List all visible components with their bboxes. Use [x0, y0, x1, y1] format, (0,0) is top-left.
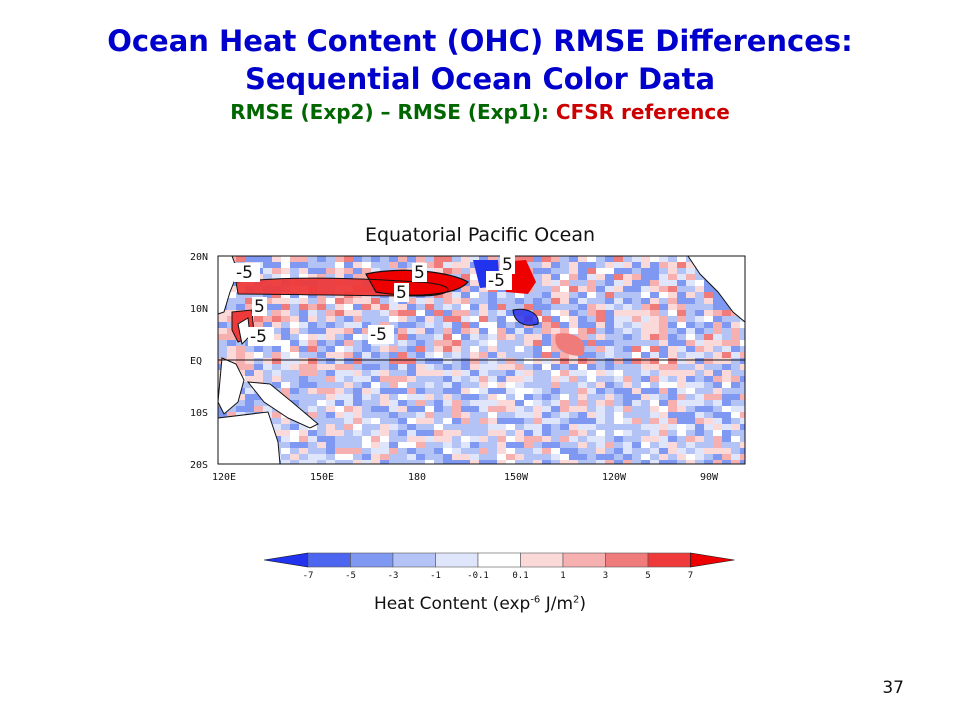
lat-label: 10S: [190, 408, 208, 419]
colorbar-label-suffix: ): [579, 594, 587, 614]
map-field: [218, 256, 745, 464]
colorbar-swatch: [647, 552, 691, 568]
contour-label: 5: [502, 255, 513, 275]
slide-subtitle: RMSE (Exp2) – RMSE (Exp1): CFSR referenc…: [0, 100, 960, 124]
lat-label: 20N: [190, 252, 208, 263]
slide-title-line2: Sequential Ocean Color Data: [244, 62, 716, 96]
colorbar-label-mid: J/m: [540, 594, 574, 614]
lat-label: 10N: [190, 304, 208, 315]
colorbar-tick: 5: [645, 571, 650, 581]
lon-label: 120E: [212, 472, 236, 483]
colorbar-tick: -3: [388, 571, 399, 581]
lon-label: 150W: [504, 472, 529, 483]
colorbar-label-exp2: 2: [573, 594, 580, 606]
colorbar-tick: 7: [688, 571, 693, 581]
slide-title: Ocean Heat Content (OHC) RMSE Difference…: [107, 24, 853, 58]
colorbar-tick: -0.1: [467, 571, 489, 581]
colorbar-swatch: [350, 552, 394, 568]
colorbar-swatch: [605, 552, 649, 568]
contour-label: 5: [254, 297, 265, 317]
subtitle-green: RMSE (Exp2) – RMSE (Exp1):: [230, 100, 549, 124]
colorbar-tick: -1: [430, 571, 441, 581]
colorbar-tick: 0.1: [512, 571, 528, 581]
lat-label: 20S: [190, 460, 208, 471]
contour-label: 5: [396, 283, 407, 303]
lat-label: EQ: [190, 356, 202, 367]
colorbar-tick: 3: [603, 571, 608, 581]
contour-label: -5: [236, 263, 253, 283]
subtitle-red: CFSR reference: [555, 100, 730, 124]
colorbar-arrow-left: [263, 552, 309, 568]
ocean-map: 20N 10N EQ 10S 20S 120E 150E 180 150W 120W 90W -5…: [190, 252, 746, 483]
contour-label: -5: [370, 325, 387, 345]
colorbar-swatch: [562, 552, 606, 568]
colorbar-tick: 1: [560, 571, 565, 581]
land-outlines: [217, 255, 746, 465]
colorbar-swatch: [477, 552, 521, 568]
colorbar-label: Heat Content (exp-6 J/m2): [0, 594, 960, 614]
colorbar-tick: -5: [345, 571, 356, 581]
colorbar-arrow-right: [690, 552, 735, 568]
page-number: 37: [882, 678, 904, 698]
colorbar-swatch: [520, 552, 564, 568]
colorbar-label-prefix: Heat Content (exp: [373, 594, 531, 614]
colorbar-swatch: [392, 552, 436, 568]
lon-label: 150E: [310, 472, 334, 483]
contour-label: -5: [488, 271, 505, 291]
lon-label: 180: [408, 472, 426, 483]
contour-label: 5: [414, 263, 425, 283]
colorbar-tick: -7: [303, 571, 314, 581]
colorbar-swatch: [307, 552, 351, 568]
colorbar: -7 -5 -3 -1 -0.1 0.1 1 3 5 7: [263, 552, 735, 581]
map-title: Equatorial Pacific Ocean: [364, 224, 596, 246]
lon-label: 90W: [700, 472, 719, 483]
contour-label: -5: [250, 327, 267, 347]
colorbar-swatch: [435, 552, 479, 568]
colorbar-label-exp: -6: [530, 594, 541, 606]
lon-label: 120W: [602, 472, 627, 483]
